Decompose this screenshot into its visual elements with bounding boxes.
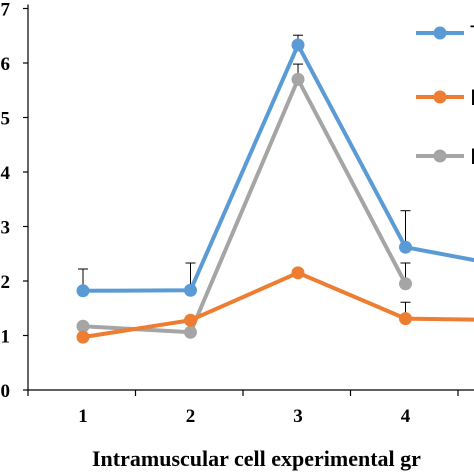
data-point [291, 38, 305, 52]
x-tick-label: 2 [186, 406, 196, 427]
y-tick-label: 0 [1, 381, 11, 402]
x-tick-labels: 1 2 3 4 [78, 406, 411, 427]
series-lines [82, 40, 474, 340]
y-tick-label: 4 [1, 163, 11, 184]
data-point [399, 312, 412, 326]
legend-label: I [470, 144, 474, 169]
legend-swatch-marker [433, 149, 447, 163]
y-tick-labels: 0 1 2 3 4 5 6 7 [1, 0, 11, 402]
axes [23, 4, 474, 396]
data-point [184, 313, 197, 327]
data-point [76, 319, 90, 333]
series-line [82, 270, 474, 340]
y-tick-label: 3 [1, 218, 11, 239]
data-point [291, 72, 305, 86]
x-tick-label: 3 [293, 406, 303, 427]
legend: T I I [416, 21, 474, 169]
x-tick-label: 1 [78, 406, 88, 427]
y-tick-label: 7 [1, 0, 11, 21]
data-point [399, 277, 412, 291]
error-bars [78, 34, 411, 319]
series-line [82, 40, 474, 293]
y-tick-label: 5 [1, 109, 11, 130]
data-point [76, 284, 90, 298]
y-tick-label: 2 [1, 272, 11, 293]
legend-label: I [470, 85, 474, 110]
data-point [184, 283, 197, 297]
x-tick-label: 4 [401, 406, 411, 427]
data-point [291, 266, 305, 280]
data-point [76, 330, 90, 344]
y-tick-label: 1 [1, 327, 11, 348]
legend-label: T [470, 21, 474, 46]
x-axis-label: Intramuscular cell experimental gr [92, 446, 421, 471]
series-points [76, 38, 412, 344]
legend-swatch-marker [433, 26, 447, 40]
data-point [184, 325, 197, 339]
series-line [82, 74, 408, 335]
y-tick-label: 6 [1, 54, 11, 75]
data-point [399, 240, 412, 254]
legend-swatch-marker [433, 90, 447, 104]
